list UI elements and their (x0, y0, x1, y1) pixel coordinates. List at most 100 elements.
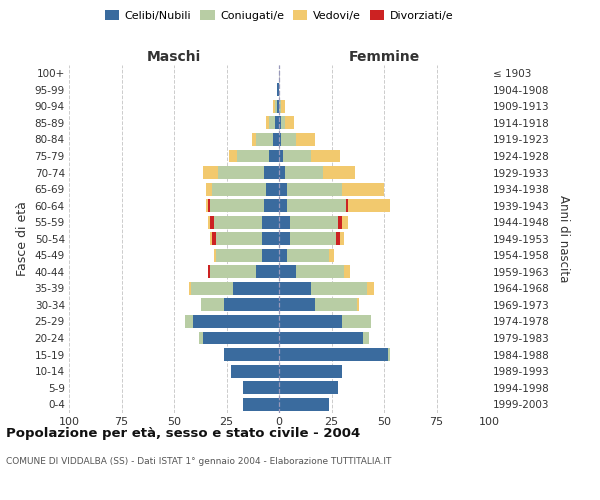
Bar (277, 100, 279, 113)
Bar (208, 266, 210, 278)
Bar (279, 182, 287, 196)
Bar (311, 150, 340, 162)
Bar (287, 182, 342, 196)
Text: Femmine: Femmine (349, 50, 419, 64)
Bar (265, 166, 279, 179)
Bar (214, 216, 262, 228)
Bar (224, 298, 279, 312)
Bar (279, 348, 388, 361)
Bar (279, 315, 342, 328)
Bar (205, 182, 212, 196)
Bar (279, 116, 281, 130)
Bar (208, 199, 210, 212)
Text: COMUNE DI VIDDALBA (SS) - Dati ISTAT 1° gennaio 2004 - Elaborazione TUTTITALIA.I: COMUNE DI VIDDALBA (SS) - Dati ISTAT 1° … (6, 458, 391, 466)
Y-axis label: Anni di nascita: Anni di nascita (557, 195, 570, 282)
Bar (279, 266, 296, 278)
Bar (279, 216, 290, 228)
Text: Popolazione per età, sesso e stato civile - 2004: Popolazione per età, sesso e stato civil… (6, 428, 360, 440)
Bar (279, 381, 338, 394)
Bar (279, 249, 287, 262)
Bar (281, 116, 286, 130)
Bar (340, 232, 344, 245)
Bar (388, 348, 391, 361)
Bar (272, 100, 275, 113)
Bar (191, 282, 233, 295)
Bar (279, 232, 290, 245)
Bar (210, 232, 212, 245)
Bar (231, 364, 279, 378)
Bar (218, 166, 265, 179)
Bar (290, 216, 338, 228)
Bar (262, 249, 279, 262)
Bar (275, 116, 279, 130)
Bar (214, 249, 216, 262)
Bar (279, 133, 281, 146)
Bar (252, 133, 256, 146)
Bar (336, 232, 340, 245)
Bar (256, 266, 279, 278)
Bar (367, 282, 373, 295)
Bar (296, 133, 314, 146)
Bar (269, 150, 279, 162)
Bar (323, 166, 355, 179)
Bar (212, 182, 266, 196)
Bar (281, 100, 286, 113)
Bar (272, 133, 279, 146)
Bar (279, 199, 287, 212)
Bar (279, 332, 363, 344)
Bar (342, 216, 348, 228)
Bar (193, 315, 279, 328)
Bar (342, 315, 371, 328)
Bar (185, 315, 193, 328)
Bar (210, 199, 265, 212)
Bar (279, 150, 283, 162)
Bar (346, 199, 348, 212)
Bar (216, 232, 262, 245)
Bar (262, 232, 279, 245)
Bar (279, 166, 286, 179)
Bar (356, 298, 359, 312)
Legend: Celibi/Nubili, Coniugati/e, Vedovi/e, Divorziati/e: Celibi/Nubili, Coniugati/e, Vedovi/e, Di… (100, 6, 458, 25)
Bar (329, 249, 334, 262)
Bar (206, 199, 208, 212)
Bar (348, 199, 390, 212)
Bar (244, 381, 279, 394)
Bar (342, 182, 384, 196)
Bar (210, 216, 214, 228)
Bar (283, 150, 311, 162)
Bar (208, 216, 210, 228)
Bar (344, 266, 350, 278)
Bar (233, 282, 279, 295)
Bar (279, 398, 329, 410)
Bar (286, 166, 323, 179)
Bar (216, 249, 262, 262)
Bar (279, 100, 281, 113)
Bar (237, 150, 269, 162)
Bar (269, 116, 275, 130)
Bar (210, 266, 256, 278)
Bar (224, 348, 279, 361)
Bar (229, 150, 237, 162)
Bar (290, 232, 336, 245)
Bar (338, 216, 342, 228)
Bar (275, 100, 277, 113)
Bar (203, 166, 218, 179)
Text: Maschi: Maschi (147, 50, 201, 64)
Bar (287, 199, 346, 212)
Bar (286, 116, 294, 130)
Bar (266, 116, 269, 130)
Bar (311, 282, 367, 295)
Bar (279, 298, 314, 312)
Bar (265, 199, 279, 212)
Bar (363, 332, 370, 344)
Bar (279, 282, 311, 295)
Bar (277, 84, 279, 96)
Bar (212, 232, 216, 245)
Bar (314, 298, 356, 312)
Bar (202, 298, 224, 312)
Bar (256, 133, 272, 146)
Bar (266, 182, 279, 196)
Bar (296, 266, 344, 278)
Bar (287, 249, 329, 262)
Bar (279, 364, 342, 378)
